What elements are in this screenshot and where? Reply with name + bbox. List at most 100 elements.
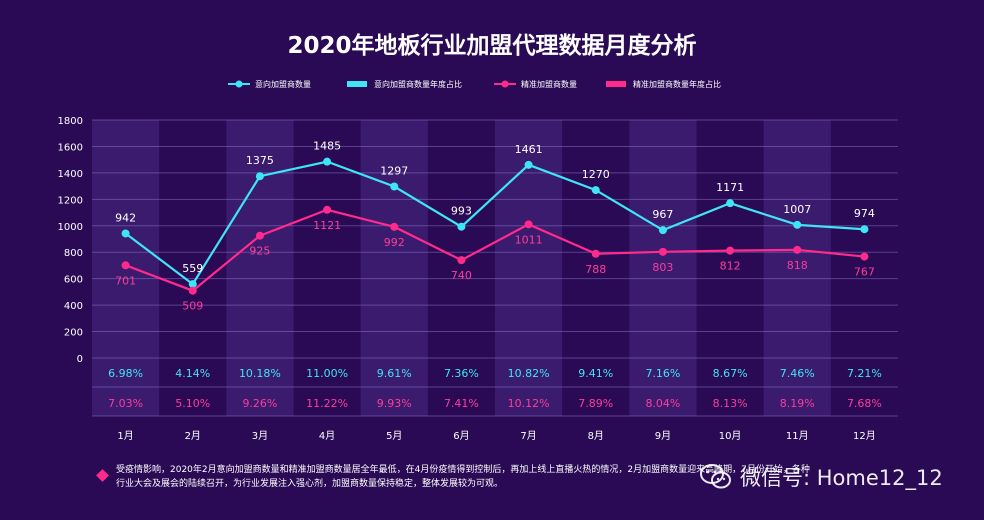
data-label: 967 xyxy=(652,208,673,221)
data-label: 1007 xyxy=(783,203,811,216)
data-label: 788 xyxy=(585,263,606,276)
data-point xyxy=(658,226,667,235)
legend-bar-swatch xyxy=(606,81,626,87)
column-band xyxy=(495,120,563,416)
share-value: 10.82% xyxy=(508,367,550,380)
data-label: 1297 xyxy=(380,165,408,178)
x-axis: 1月 2月 3月 4月 5月 6月 7月 8月 9月 10月 11月 12月 xyxy=(117,430,875,442)
data-point xyxy=(323,157,332,166)
share-value: 7.89% xyxy=(578,397,613,410)
data-point xyxy=(726,246,735,255)
legend-label: 意向加盟商数量 xyxy=(255,79,311,89)
data-label: 818 xyxy=(787,259,808,272)
share-value: 11.22% xyxy=(306,397,348,410)
watermark-text: 微信号: Home12_12 xyxy=(740,466,943,490)
data-point xyxy=(188,286,197,295)
y-tick-label: 600 xyxy=(64,275,83,286)
x-tick-label: 11月 xyxy=(786,430,809,442)
share-value: 9.41% xyxy=(578,367,613,380)
data-point xyxy=(255,231,264,240)
y-tick-label: 800 xyxy=(64,248,83,259)
data-point xyxy=(524,220,533,229)
data-point xyxy=(591,249,600,258)
legend: 意向加盟商数量 意向加盟商数量年度占比 精准加盟商数量 精准加盟商数量年度占比 xyxy=(228,79,721,89)
data-label: 942 xyxy=(115,211,136,224)
data-label: 993 xyxy=(451,205,472,218)
data-point xyxy=(591,186,600,195)
x-tick-label: 1月 xyxy=(117,430,133,442)
legend-label: 精准加盟商数量 xyxy=(521,79,577,89)
data-label: 992 xyxy=(384,236,405,249)
data-label: 1375 xyxy=(246,154,274,167)
data-label: 1270 xyxy=(582,168,610,181)
share-value: 7.68% xyxy=(847,397,882,410)
x-tick-label: 5月 xyxy=(386,430,402,442)
data-label: 812 xyxy=(720,260,741,273)
legend-label: 意向加盟商数量年度占比 xyxy=(374,79,462,89)
x-tick-label: 9月 xyxy=(655,430,671,442)
data-point xyxy=(390,222,399,231)
legend-bar-swatch xyxy=(347,81,367,87)
y-tick-label: 1800 xyxy=(58,116,83,127)
data-point xyxy=(255,172,264,181)
data-point xyxy=(457,222,466,231)
series-line-precise xyxy=(125,208,865,292)
wechat-icon xyxy=(700,464,731,489)
y-tick-label: 1600 xyxy=(58,142,83,153)
data-label: 1121 xyxy=(313,219,341,232)
data-label: 925 xyxy=(249,245,270,258)
x-tick-label: 2月 xyxy=(185,430,201,442)
share-value: 10.12% xyxy=(508,397,550,410)
data-label: 803 xyxy=(652,261,673,274)
series-layer: 942 559 1375 1485 1297 993 1461 1270 967 1171 1007… xyxy=(115,140,875,313)
data-label: 1461 xyxy=(515,143,543,156)
legend-marker xyxy=(235,80,243,88)
share-value: 7.03% xyxy=(108,397,143,410)
legend-label: 精准加盟商数量年度占比 xyxy=(633,79,721,89)
gridlines xyxy=(92,119,898,417)
data-point xyxy=(390,182,399,191)
column-band xyxy=(763,120,831,416)
share-value: 11.00% xyxy=(306,367,348,380)
data-label: 1485 xyxy=(313,140,341,153)
share-value: 7.36% xyxy=(444,367,479,380)
data-point xyxy=(860,225,869,234)
data-point xyxy=(793,245,802,254)
data-label: 701 xyxy=(115,274,136,287)
column-band xyxy=(226,120,294,416)
share-table: 6.98% 4.14% 10.18% 11.00% 9.61% 7.36% 10.82% 9.… xyxy=(108,367,882,410)
x-tick-label: 6月 xyxy=(453,430,469,442)
share-value: 6.98% xyxy=(108,367,143,380)
data-point xyxy=(860,252,869,261)
share-value: 8.04% xyxy=(645,397,680,410)
share-value: 7.41% xyxy=(444,397,479,410)
data-label: 509 xyxy=(182,300,203,313)
column-band xyxy=(360,120,428,416)
x-tick-label: 7月 xyxy=(520,430,536,442)
share-value: 9.61% xyxy=(377,367,412,380)
data-point xyxy=(457,256,466,265)
watermark: 微信号: Home12_12 xyxy=(700,462,943,492)
footnote: 受疫情影响，2020年2月意向加盟商数量和精准加盟商数量居全年最低，在4月份疫情… xyxy=(116,465,810,489)
y-tick-label: 1200 xyxy=(58,195,83,206)
share-value: 8.13% xyxy=(713,397,748,410)
share-value: 9.26% xyxy=(242,397,277,410)
x-tick-label: 10月 xyxy=(719,430,742,442)
column-band xyxy=(629,120,697,416)
y-tick-label: 0 xyxy=(77,354,83,365)
y-tick-label: 1000 xyxy=(58,222,83,233)
data-point xyxy=(188,280,197,289)
data-label: 767 xyxy=(854,266,875,279)
share-value: 7.21% xyxy=(847,367,882,380)
series-line-intent xyxy=(124,160,865,286)
x-tick-label: 4月 xyxy=(319,430,335,442)
data-label: 1011 xyxy=(515,233,543,246)
x-tick-label: 12月 xyxy=(853,430,876,442)
data-point xyxy=(121,261,130,270)
share-value: 10.18% xyxy=(239,367,281,380)
x-tick-label: 3月 xyxy=(252,430,268,442)
data-point xyxy=(726,199,735,208)
data-point xyxy=(121,229,130,238)
share-value: 8.19% xyxy=(780,397,815,410)
